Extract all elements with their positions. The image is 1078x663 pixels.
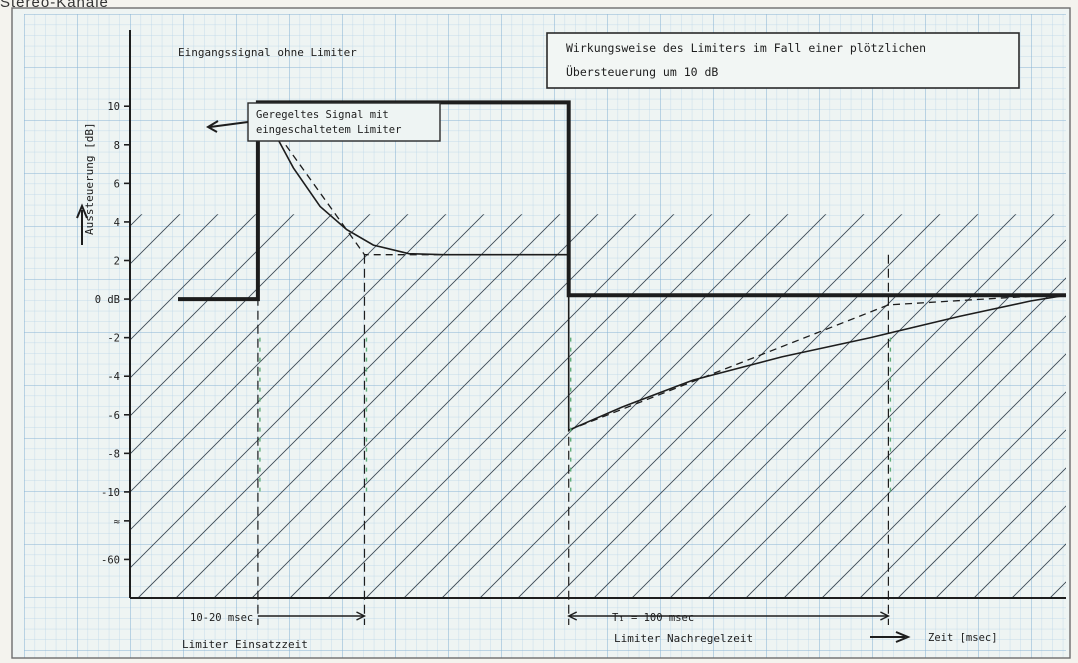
y-tick-label: 0 dB: [95, 294, 120, 306]
y-tick-label: -4: [107, 371, 120, 383]
attack-caption: Limiter Einsatzzeit: [182, 638, 308, 651]
major-grid: [24, 14, 1066, 658]
hatch-line: [251, 214, 637, 598]
attack-value-label: 10-20 msec: [190, 612, 253, 624]
chart-title-line-1: Wirkungsweise des Limiters im Fall einer…: [566, 41, 926, 55]
y-tick-label: -6: [107, 410, 120, 422]
y-tick-label: -2: [107, 333, 120, 345]
y-tick-label: 4: [114, 217, 120, 229]
y-tick-label: 8: [114, 140, 120, 152]
y-axis-label: Aussteuerung [dB]: [83, 122, 96, 235]
y-tick-label: -8: [107, 448, 120, 460]
series-line-3: [257, 105, 569, 256]
release-arrow-right-icon: [880, 611, 890, 621]
hatch-line: [745, 277, 1066, 598]
limiter-label-box: [247, 102, 441, 142]
hatch-line: [555, 214, 941, 598]
y-tick-label: 10: [107, 101, 120, 113]
paper-border: [11, 7, 1071, 659]
hatch-line: [859, 391, 1066, 598]
release-arrow-left-icon: [567, 611, 578, 621]
header-fragment: Stereo-Kanäle: [0, 0, 109, 11]
hatch-line: [365, 214, 751, 598]
hatch-line: [897, 429, 1066, 598]
x-axis-label: Zeit [msec]: [928, 632, 998, 644]
hatch-line: [175, 214, 561, 598]
input-signal-label: Eingangssignal ohne Limiter: [178, 46, 357, 59]
y-tick-label: -10: [101, 487, 120, 499]
hatch-line: [130, 214, 447, 531]
graph-paper: [11, 7, 1071, 659]
hatch-line: [137, 214, 523, 598]
limiter-label-line-2: eingeschaltetem Limiter: [256, 124, 401, 136]
hatch-line: [130, 214, 485, 569]
release-caption: Limiter Nachregelzeit: [614, 632, 753, 645]
hatch-line: [403, 214, 789, 598]
hatch-line: [441, 214, 827, 598]
time-markers: [257, 254, 892, 625]
y-axis-arrow-icon: [76, 203, 88, 245]
y-tick-label: -60: [101, 554, 120, 566]
hatch-line: [130, 214, 371, 455]
hatch-line: [289, 214, 675, 598]
attack-arrow-icon: [356, 611, 367, 621]
hatch-line: [479, 214, 865, 598]
limiter-label-line-1: Geregeltes Signal mit: [256, 109, 389, 121]
series-line-4: [568, 294, 1049, 431]
release-value-label: T₁ = 100 msec: [612, 612, 694, 624]
hatch-line: [130, 214, 295, 379]
title-box: [546, 32, 1020, 89]
hatch-line: [707, 239, 1066, 598]
hatch-line: [783, 315, 1066, 598]
hatching: [130, 214, 1066, 598]
x-axis-arrow-icon: [870, 631, 911, 643]
hatch-line: [517, 214, 903, 598]
hatch-line: [130, 214, 257, 341]
hatch-line: [213, 214, 599, 598]
chart-title-line-2: Übersteuerung um 10 dB: [566, 63, 718, 79]
hatch-line: [935, 467, 1066, 598]
y-tick-label: 6: [114, 178, 120, 190]
hatch-line: [130, 214, 409, 493]
hatch-line: [631, 214, 1017, 598]
axes: 10 8 6 4 2 0 dB -2 -4 -6 -8 -10 ≈ -60: [95, 30, 1066, 599]
pointer-arrow-icon: [206, 120, 249, 133]
hatch-line: [130, 214, 333, 417]
hatch-line: [327, 214, 713, 598]
hatch-line: [821, 353, 1066, 598]
hatch-line: [593, 214, 979, 598]
y-tick-label: 2: [114, 256, 120, 268]
y-tick-label: ≈: [114, 516, 120, 528]
